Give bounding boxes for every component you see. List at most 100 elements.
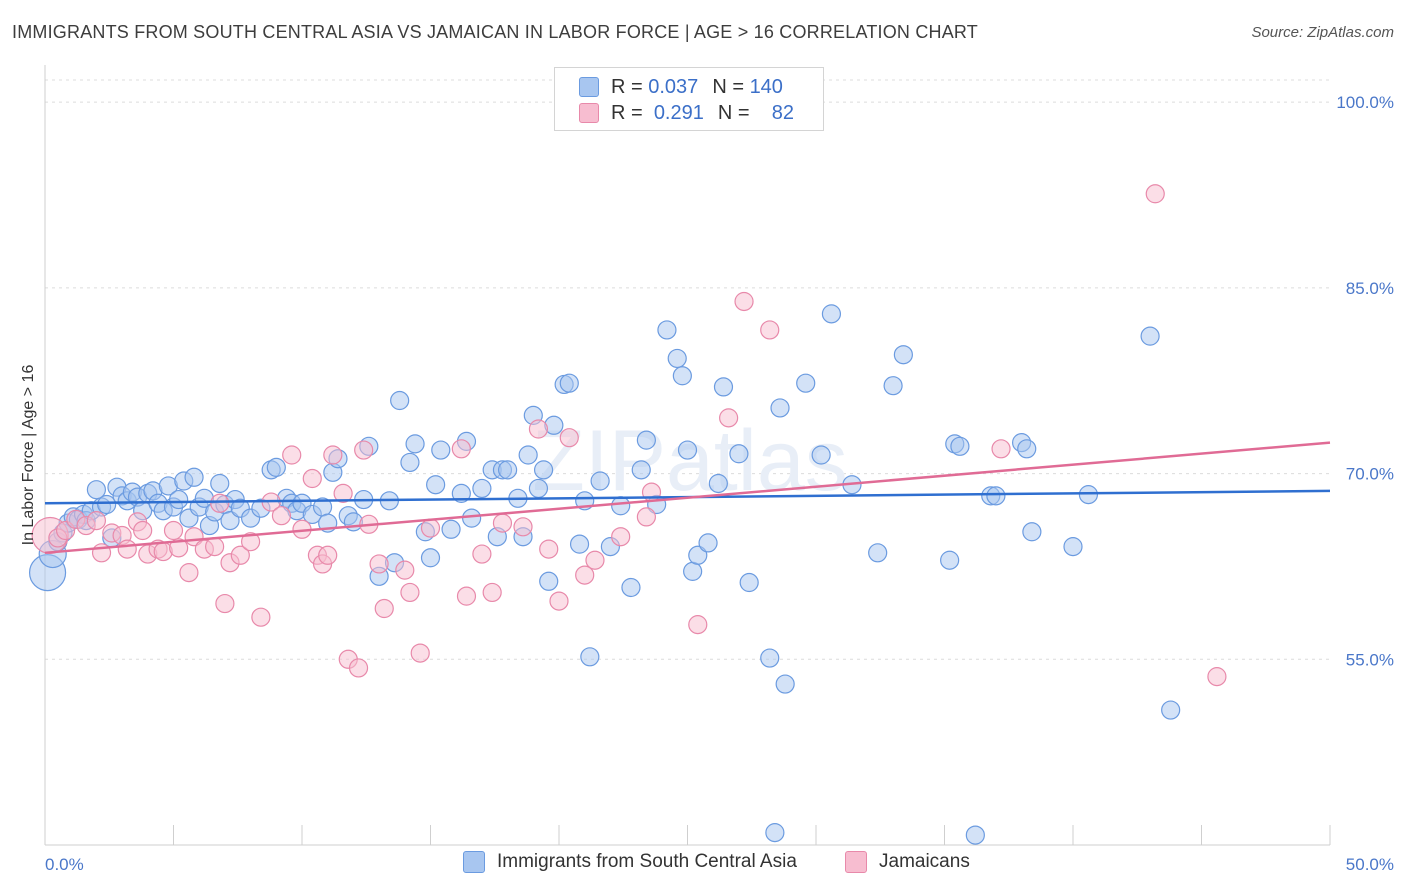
data-point [698,533,718,553]
data-point [482,582,502,603]
data-point [456,586,477,606]
data-point [1140,326,1160,346]
data-point [451,439,471,459]
data-point [539,571,559,591]
data-point [986,486,1006,506]
trend-line [44,441,1331,555]
data-point [559,428,579,448]
data-point [492,513,513,533]
data-point [528,419,549,439]
data-point [580,647,600,667]
data-point [117,539,137,559]
data-point [621,577,641,598]
x-tick-label: 0.0% [45,855,84,874]
legend-r-value: 0.037 [648,75,699,98]
data-point [369,554,389,574]
data-point [1078,485,1099,505]
data-point [405,434,425,454]
data-point [241,532,261,552]
data-point [462,508,482,528]
y-tick-label: 70.0% [1346,465,1394,484]
data-point [472,478,492,499]
legend-r-label: R = [611,101,643,124]
data-point [251,607,271,627]
data-point [1145,184,1165,204]
data-point [539,539,559,559]
data-point [431,440,451,460]
data-point [672,366,692,386]
legend-n-value: 82 [771,101,795,124]
data-point [713,377,734,397]
axes [44,65,1331,846]
data-point [518,445,538,465]
data-point [950,436,970,456]
source-credit: Source: ZipAtlas.com [1251,24,1394,41]
data-point [271,506,292,526]
data-point [441,519,461,539]
legend-item-immigrants[interactable]: Immigrants from South Central Asia [463,851,797,873]
data-point [1063,537,1083,557]
legend-r-label: R = [611,75,643,98]
data-point [739,572,759,593]
data-point [333,483,353,503]
data-point [266,457,286,477]
legend-n-value: 140 [749,75,783,98]
trend-lines [44,441,1331,555]
data-point [765,823,785,843]
data-point [210,493,230,513]
data-point [163,520,184,541]
y-tick-label: 55.0% [1346,650,1394,669]
data-point [611,527,631,547]
data-point [282,445,302,465]
data-point [991,439,1011,459]
data-point [348,658,369,678]
data-point [1161,700,1181,720]
data-point [420,548,441,568]
data-point [590,471,610,491]
data-point [631,460,651,480]
data-point [318,545,338,565]
data-point [210,473,230,494]
data-point [169,489,189,510]
data-point [688,545,708,565]
data-point [683,561,703,581]
legend-swatch-jamaicans [579,103,599,123]
legend-label-immigrants: Immigrants from South Central Asia [497,851,797,872]
data-point [811,445,831,465]
series-legend: Immigrants from South Central Asia Jamai… [0,851,1406,877]
data-point [965,825,985,845]
data-point [1017,439,1037,459]
data-point [472,544,492,564]
legend-swatch-immigrants [579,77,599,97]
data-point [400,452,420,473]
data-point [390,390,410,411]
data-point [395,560,415,580]
data-point [883,376,903,396]
legend-swatch-immigrants [463,851,485,873]
data-point [205,537,225,557]
data-point [86,511,107,531]
data-point [729,444,749,464]
legend-n-label: N = [717,101,750,124]
legend-row-immigrants: R = 0.037 N = 140 [579,74,783,100]
legend-item-jamaicans[interactable]: Jamaicans [845,851,970,873]
y-tick-label: 85.0% [1346,279,1394,298]
data-point [354,440,374,460]
data-point [657,320,677,340]
data-point [498,460,518,480]
data-point [611,496,631,516]
data-point [893,345,913,365]
data-point [1207,667,1227,687]
data-point [220,511,240,531]
data-point [374,598,394,619]
data-point [636,507,656,527]
data-point [796,373,816,393]
data-point [400,582,420,603]
data-point [760,320,780,340]
data-point [770,398,790,418]
data-point [585,550,605,570]
legend-r-value: 0.291 [653,101,704,124]
data-point [760,648,780,668]
data-point [184,467,204,487]
